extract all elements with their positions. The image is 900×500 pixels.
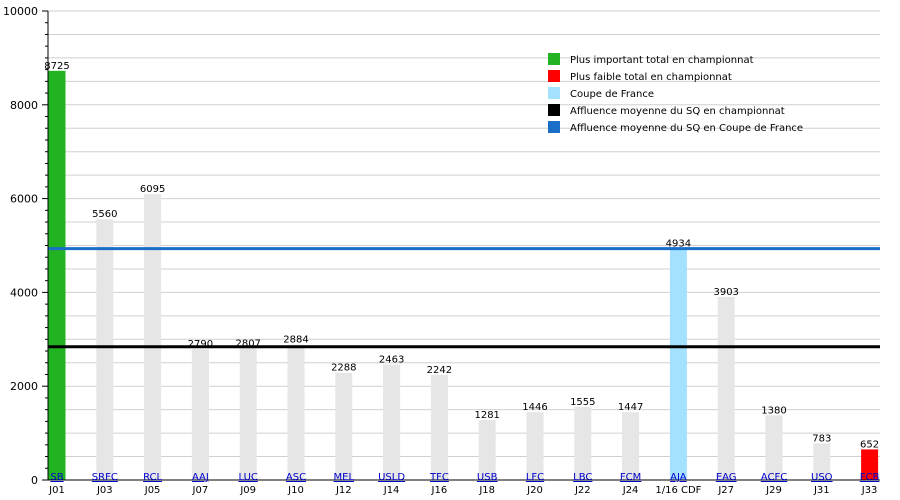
team-label: RCL [143,472,162,483]
bar-srfc [96,219,114,480]
round-label: J05 [144,485,161,496]
bars [48,70,879,481]
round-label: J27 [717,485,734,496]
round-label: J31 [813,485,830,496]
team-label: AAJ [192,472,209,483]
team-label: FCM [620,472,641,483]
team-label: ACFC [761,472,787,483]
legend-swatch [548,53,560,65]
value-label: 2288 [331,363,356,374]
team-label: LFC [526,472,544,483]
bar-aja [669,248,687,480]
team-label: USLD [378,472,405,483]
round-label: J29 [765,485,782,496]
y-tick-label: 10000 [3,5,38,18]
team-label: SB [50,472,63,483]
legend-label: Plus important total en championnat [570,55,754,66]
value-label: 2242 [427,365,452,376]
y-tick-label: 2000 [10,380,38,393]
y-tick-label: 0 [31,474,38,487]
legend-label: Affluence moyenne du SQ en Coupe de Fran… [570,123,803,134]
team-label: TFC [429,472,449,483]
x-axis-labels: SB J01 SRFC J03 RCL J05 AAJ J07 LUC J09 ASC J10 MEL J… [48,472,879,496]
bar-luc [239,348,257,480]
bar-lfc [526,412,544,480]
bar-acfc [765,415,783,480]
bar-eag [717,296,735,480]
round-label: J20 [526,485,543,496]
round-label: J01 [48,485,65,496]
value-label: 1446 [522,402,547,413]
round-label: J03 [96,485,113,496]
round-label: J22 [574,485,591,496]
legend-label: Coupe de France [570,89,654,100]
bar-rcl [144,194,162,480]
y-tick-label: 4000 [10,286,38,299]
value-label: 2807 [235,338,260,349]
round-label: J33 [861,485,878,496]
bar-fcb [861,449,879,480]
legend-swatch [548,104,560,116]
value-label: 652 [860,439,879,450]
data-labels: 8725 5560 6095 2790 2807 2884 2288 2463 2242 1281… [44,61,879,451]
value-label: 2790 [188,339,213,350]
value-label: 1555 [570,397,595,408]
value-label: 783 [812,433,831,444]
y-tick-label: 6000 [10,193,38,206]
legend: Plus important total en championnat Plus … [548,53,803,134]
legend-swatch [548,87,560,99]
value-label: 1380 [761,405,786,416]
team-label: SRFC [92,472,118,483]
legend-label: Plus faible total en championnat [570,72,732,83]
gridlines [48,10,880,481]
legend-swatch [548,121,560,133]
round-label: J18 [478,485,495,496]
value-label: 1281 [474,410,499,421]
value-label: 1447 [618,402,643,413]
y-axis: 0 2000 4000 6000 8000 10000 [3,5,880,487]
round-label: 1/16 CDF [655,485,701,496]
team-label: FCB [860,472,880,483]
bar-usld [383,364,401,480]
team-label: USO [811,472,833,483]
round-label: J12 [335,485,352,496]
reference-lines [48,247,880,349]
value-label: 8725 [44,61,69,72]
value-label: 5560 [92,209,117,220]
team-label: EAG [716,472,737,483]
team-label: ASC [286,472,306,483]
team-label: LUC [239,472,258,483]
bar-fcm [622,412,640,480]
bar-usb [478,419,496,480]
team-label: USB [477,472,498,483]
round-label: J09 [239,485,256,496]
round-label: J07 [192,485,209,496]
round-label: J10 [287,485,304,496]
y-tick-label: 8000 [10,99,38,112]
bar-aaj [191,349,209,480]
bar-asc [287,344,305,480]
bar-tfc [430,374,448,480]
value-label: 2884 [283,335,308,346]
bar-uso [813,443,831,480]
bar-mel [335,372,353,480]
team-label: AJA [670,472,687,483]
bar-sb [48,70,66,481]
team-label: MEL [334,472,355,483]
value-label: 4934 [666,239,691,250]
round-label: J16 [431,485,448,496]
legend-swatch [548,70,560,82]
value-label: 3903 [713,287,738,298]
team-label: LBC [573,472,592,483]
bar-lbc [574,407,592,480]
round-label: J14 [383,485,400,496]
legend-label: Affluence moyenne du SQ en championnat [570,106,785,117]
value-label: 2463 [379,354,404,365]
value-label: 6095 [140,184,165,195]
round-label: J24 [622,485,639,496]
